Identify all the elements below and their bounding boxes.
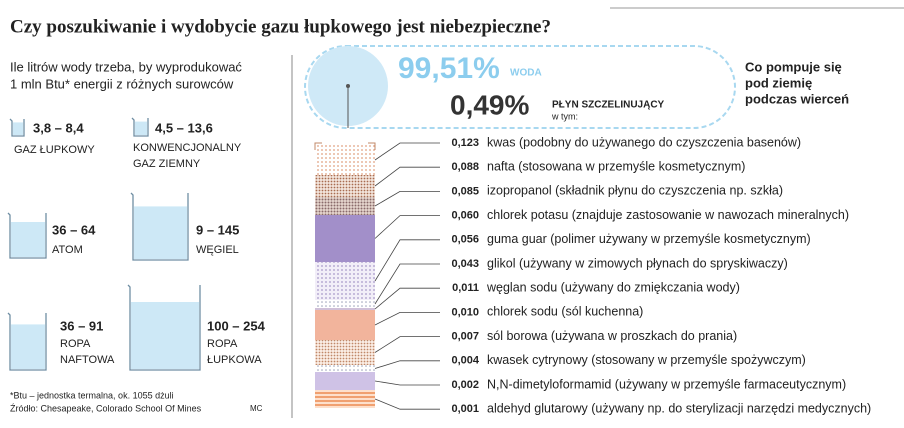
item-value: 0,043 bbox=[451, 258, 479, 270]
source-label: ŁUPKOWA bbox=[207, 354, 262, 366]
leader-line bbox=[374, 166, 440, 187]
source-label: WĘGIEL bbox=[196, 244, 239, 256]
leader-line bbox=[374, 398, 440, 410]
source-label: KONWENCJONALNY bbox=[133, 142, 242, 154]
source-label: ROPA bbox=[207, 338, 238, 350]
beaker bbox=[130, 192, 189, 261]
water-percent: 99,51% bbox=[398, 52, 500, 85]
item-value: 0,088 bbox=[451, 161, 479, 173]
pill bbox=[304, 45, 736, 129]
leader-line bbox=[374, 380, 440, 386]
leader-line bbox=[374, 311, 440, 326]
beaker-water bbox=[11, 324, 45, 369]
item-value: 0,011 bbox=[452, 282, 479, 294]
range: 3,8 – 8,4 bbox=[33, 120, 84, 135]
pointer-dot bbox=[346, 84, 350, 88]
item-name: kwas (podobny do używanego do czyszczeni… bbox=[487, 135, 801, 149]
range: 9 – 145 bbox=[196, 222, 239, 237]
item-name: N,N-dimetyloformamid (używany w przemyśl… bbox=[487, 377, 846, 391]
item-name: chlorek potasu (znajduje zastosowanie w … bbox=[487, 208, 849, 222]
item-name: nafta (stosowana w przemyśle kosmetyczny… bbox=[487, 159, 745, 173]
source-label: ROPA bbox=[60, 338, 91, 350]
fluid-segment bbox=[315, 300, 375, 308]
fluid-segment bbox=[315, 262, 375, 300]
range: 36 – 64 bbox=[52, 222, 96, 237]
column-bracket bbox=[314, 142, 376, 150]
range: 4,5 – 13,6 bbox=[155, 120, 213, 135]
author: MC bbox=[250, 404, 263, 413]
water-label: WODA bbox=[510, 68, 542, 79]
beaker-water bbox=[131, 302, 199, 369]
beaker-water bbox=[134, 206, 187, 259]
source: Źródło: Chesapeake, Colorado School Of M… bbox=[10, 403, 202, 413]
item-value: 0,056 bbox=[451, 234, 479, 246]
item-name: sól borowa (używana w proszkach do prani… bbox=[487, 329, 737, 343]
range: 36 – 91 bbox=[60, 318, 103, 333]
fluid-label: PŁYN SZCZELINUJĄCY bbox=[552, 100, 665, 111]
item-name: węglan sodu (używany do zmiękczania wody… bbox=[486, 280, 740, 294]
item-value: 0,085 bbox=[451, 185, 479, 197]
source-label: GAZ ŁUPKOWY bbox=[14, 144, 95, 156]
range: 100 – 254 bbox=[207, 318, 266, 333]
of-which: w tym: bbox=[551, 111, 578, 121]
fluid-segment bbox=[315, 372, 375, 390]
title: Czy poszukiwanie i wydobycie gazu łupkow… bbox=[10, 16, 551, 37]
item-name: glikol (używany w zimowych płynach do sp… bbox=[487, 256, 788, 270]
item-value: 0,001 bbox=[451, 403, 479, 415]
source-label: NAFTOWA bbox=[60, 354, 115, 366]
subtitle: 1 mln Btu* energii z różnych surowców bbox=[10, 76, 234, 91]
fluid-segment bbox=[315, 390, 375, 408]
beaker bbox=[131, 117, 149, 137]
fluid-segment bbox=[315, 175, 375, 197]
item-value: 0,007 bbox=[451, 331, 479, 343]
fluid-segment bbox=[315, 145, 375, 175]
leader-line bbox=[374, 336, 440, 353]
beaker-water bbox=[11, 222, 45, 257]
item-value: 0,060 bbox=[451, 210, 479, 222]
leader-line bbox=[374, 142, 440, 161]
beaker bbox=[7, 212, 47, 259]
beaker bbox=[7, 312, 47, 371]
item-name: guma guar (polimer używany w przemyśle k… bbox=[487, 232, 811, 246]
caption: Co pompuje się bbox=[745, 59, 842, 74]
item-name: chlorek sodu (sól kuchenna) bbox=[487, 305, 643, 319]
fluid-segment bbox=[315, 310, 375, 340]
item-name: aldehyd glutarowy (używany np. do steryl… bbox=[487, 401, 871, 415]
item-name: izopropanol (składnik płynu do czyszczen… bbox=[487, 184, 783, 198]
caption: podczas wierceń bbox=[745, 91, 849, 106]
item-value: 0,010 bbox=[451, 306, 479, 318]
item-value: 0,123 bbox=[451, 137, 479, 149]
subtitle: Ile litrów wody trzeba, by wyprodukować bbox=[10, 59, 242, 74]
source-label: GAZ ZIEMNY bbox=[133, 158, 201, 170]
item-name: kwasek cytrynowy (stosowany w przemyśle … bbox=[487, 353, 806, 367]
fluid-segment bbox=[315, 215, 375, 262]
leader-line bbox=[374, 263, 440, 305]
footnote: *Btu – jednostka termalna, ok. 1055 dżul… bbox=[10, 390, 174, 400]
beaker bbox=[127, 284, 201, 371]
caption: pod ziemię bbox=[745, 75, 812, 90]
beaker-water bbox=[13, 122, 23, 135]
leader-line bbox=[374, 215, 440, 239]
item-value: 0,002 bbox=[451, 379, 479, 391]
leader-line bbox=[374, 239, 440, 282]
beaker-water bbox=[135, 121, 147, 135]
fluid-segment bbox=[315, 365, 375, 372]
fluid-percent: 0,49% bbox=[450, 89, 529, 120]
item-value: 0,004 bbox=[451, 355, 479, 367]
leader-line bbox=[374, 190, 440, 207]
fluid-segment bbox=[315, 197, 375, 215]
fluid-segment bbox=[315, 340, 375, 365]
beaker bbox=[9, 118, 25, 137]
source-label: ATOM bbox=[52, 244, 83, 256]
leader-line bbox=[374, 360, 440, 369]
leader-line bbox=[374, 287, 440, 310]
fluid-segment bbox=[315, 308, 375, 310]
